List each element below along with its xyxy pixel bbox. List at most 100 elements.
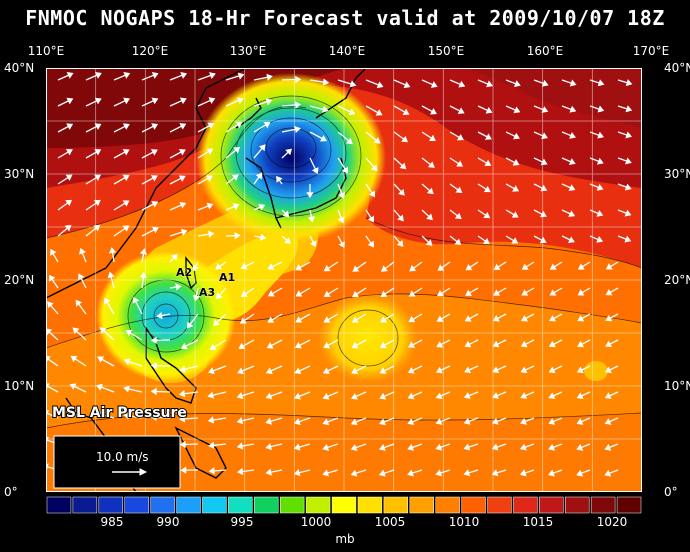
wind-vector-head (604, 366, 612, 374)
wind-key-box: 10.0 m/s (53, 435, 181, 489)
colorbar-swatch (357, 496, 383, 514)
wind-vector-head (596, 157, 604, 165)
wind-key-arrow-icon (112, 468, 148, 476)
wind-vector-head (624, 209, 632, 217)
wind-vector-head (436, 341, 444, 348)
colorbar-tick-995: 995 (230, 515, 254, 529)
wind-vector-head (152, 226, 159, 234)
wind-vector-head (368, 190, 376, 198)
lon-label-120: 120°E (131, 44, 169, 58)
colorbar-tick-1005: 1005 (374, 515, 406, 529)
wind-vector-head (75, 299, 83, 307)
wind-vector-head (493, 263, 501, 270)
wind-vector-head (178, 175, 186, 182)
colorbar-swatch (383, 496, 409, 514)
wind-vector-head (235, 121, 243, 129)
wind-vector-head (236, 417, 244, 425)
wind-vector-head (491, 417, 499, 425)
wind-vector-head (69, 383, 77, 390)
wind-vector-head (408, 290, 416, 297)
wind-vector-head (139, 248, 148, 255)
colorbar-swatch (72, 496, 98, 514)
wind-vector-head (178, 390, 186, 398)
wind-vector-head (322, 418, 330, 426)
pressure-colorbar (46, 496, 642, 514)
wind-vector-head (486, 80, 493, 88)
wind-vector-head (597, 105, 605, 113)
wind-vector-head (239, 317, 247, 324)
wind-vector-head (625, 131, 633, 139)
wind-vector-head (376, 81, 384, 89)
overlay-label: MSL Air Pressure (52, 405, 187, 421)
wind-vector-head (65, 199, 73, 207)
wind-vector-head (180, 228, 188, 236)
wind-vector-head (50, 248, 57, 256)
wind-vector-head (208, 467, 215, 475)
wind-vector-head (122, 174, 130, 182)
wind-vector-head (232, 203, 240, 210)
colorbar-swatch (565, 496, 590, 514)
wind-vector-head (426, 187, 434, 195)
wind-vector-head (323, 316, 331, 323)
wind-vector-head (435, 443, 443, 451)
wind-vector-head (309, 240, 317, 248)
wind-vector-head (295, 290, 303, 297)
wind-vector-head (209, 343, 217, 351)
wind-vector-head (322, 78, 330, 86)
wind-vector-head (96, 383, 103, 391)
wind-vector-head (492, 315, 500, 322)
wind-vector-head (265, 468, 272, 476)
wind-vector-head (93, 224, 101, 232)
wind-vector-head (380, 316, 388, 323)
wind-vector-head (208, 230, 215, 238)
wind-vector-head (282, 210, 290, 218)
colorbar-swatch (98, 496, 123, 514)
wind-vector-head (151, 201, 159, 208)
wind-vector-head (265, 392, 273, 400)
wind-vector-head (236, 97, 244, 105)
wind-vector-head (156, 311, 163, 320)
wind-vector-head (576, 469, 584, 477)
wind-vector-head (234, 232, 241, 240)
wind-vector-head (322, 367, 330, 375)
wind-vector-head (205, 175, 213, 182)
wind-vector-head (265, 443, 272, 451)
colorbar-tick-1010: 1010 (448, 515, 480, 529)
wind-vector-head (604, 392, 612, 399)
wind-vector-head (379, 367, 387, 374)
wind-vector-head (380, 290, 388, 297)
pressure-map: A1 A2 A3 MSL Air Pressure 10.0 m/s (46, 68, 642, 492)
wind-vector-head (306, 192, 314, 199)
wind-vector-head (463, 443, 471, 451)
wind-vector-head (351, 341, 359, 349)
wind-vector-head (511, 211, 519, 218)
wind-vector-head (132, 296, 140, 304)
wind-vector-head (79, 247, 86, 255)
wind-vector-head (568, 158, 576, 165)
wind-vector-head (94, 149, 102, 156)
colorbar-swatch (616, 496, 642, 514)
wind-vector-head (465, 289, 472, 296)
wind-vector-head (65, 174, 73, 181)
wind-vector-head (463, 392, 471, 399)
wind-vector-head (540, 210, 547, 218)
wind-vector-head (624, 183, 632, 191)
colorbar-swatch (202, 496, 227, 514)
wind-vector-head (351, 367, 359, 375)
wind-vector-head (521, 263, 529, 270)
wind-vector-head (345, 137, 353, 145)
wind-vector-head (549, 314, 557, 322)
wind-vector-head (323, 341, 331, 349)
wind-vector-head (322, 392, 330, 400)
colorbar-swatch (435, 496, 460, 514)
wind-vector-head (237, 72, 245, 80)
wind-vector-head (123, 385, 130, 393)
wind-vector-head (401, 135, 409, 143)
wind-vector-head (170, 253, 178, 261)
wind-vector-head (521, 289, 529, 296)
lat-label-left-30: 30°N (4, 167, 35, 181)
wind-vector-head (267, 263, 275, 270)
wind-vector (46, 411, 59, 419)
wind-vector-head (94, 174, 102, 181)
wind-vector-head (425, 239, 433, 246)
